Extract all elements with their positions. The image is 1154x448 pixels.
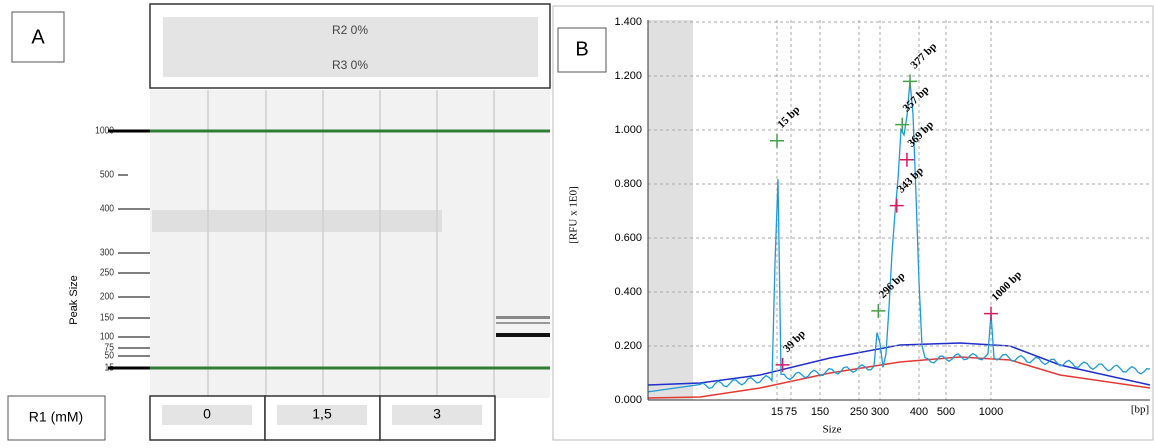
y-tick-label: 0.800 bbox=[614, 178, 642, 190]
condition-label: 0 bbox=[203, 406, 211, 422]
y-tick-label: 1.000 bbox=[614, 124, 642, 136]
band bbox=[496, 322, 550, 324]
x-tick-label: 300 bbox=[871, 406, 889, 418]
panel-letter: A bbox=[31, 26, 45, 48]
y-tick-label: 0.000 bbox=[614, 394, 642, 406]
smear bbox=[152, 210, 442, 232]
header-text: R2 0% bbox=[332, 23, 368, 37]
x-tick-label: 500 bbox=[937, 406, 955, 418]
x-axis-label: Size bbox=[823, 424, 842, 436]
ladder-label: 500 bbox=[100, 169, 114, 180]
x-tick-label: 250 bbox=[850, 406, 868, 418]
figure: A R2 0% R3 0% Peak Size 1000500400300250… bbox=[0, 0, 1154, 448]
x-tick-label: 15 bbox=[771, 406, 783, 418]
condition-label: 1,5 bbox=[312, 406, 332, 422]
header-text: R3 0% bbox=[332, 58, 368, 72]
factor-label: R1 (mM) bbox=[29, 409, 83, 425]
ladder-label: 250 bbox=[100, 267, 114, 278]
ladder-label: 150 bbox=[100, 312, 114, 323]
ladder-label: 50 bbox=[105, 350, 114, 361]
band bbox=[496, 333, 550, 337]
panel-letter: B bbox=[575, 38, 588, 60]
ladder-label: 100 bbox=[100, 331, 114, 342]
ladder-label: 400 bbox=[100, 203, 114, 214]
ladder-label: 200 bbox=[100, 291, 114, 302]
ladder-label: 300 bbox=[100, 247, 114, 258]
y-tick-label: 0.600 bbox=[614, 232, 642, 244]
x-tick-label: 150 bbox=[811, 406, 829, 418]
x-unit: [bp] bbox=[1131, 404, 1149, 416]
axis-label: Peak Size bbox=[68, 275, 80, 325]
condition-label: 3 bbox=[433, 406, 441, 422]
y-axis-label: [RFU x 1E0] bbox=[568, 186, 580, 243]
x-tick-label: 75 bbox=[785, 406, 797, 418]
y-tick-label: 1.400 bbox=[614, 16, 642, 28]
x-tick-label: 1000 bbox=[979, 406, 1003, 418]
shaded-region bbox=[648, 20, 693, 400]
x-tick-label: 400 bbox=[910, 406, 928, 418]
y-tick-label: 0.200 bbox=[614, 340, 642, 352]
gel bbox=[150, 90, 550, 398]
band bbox=[496, 316, 550, 319]
y-tick-label: 0.400 bbox=[614, 286, 642, 298]
y-tick-label: 1.200 bbox=[614, 70, 642, 82]
